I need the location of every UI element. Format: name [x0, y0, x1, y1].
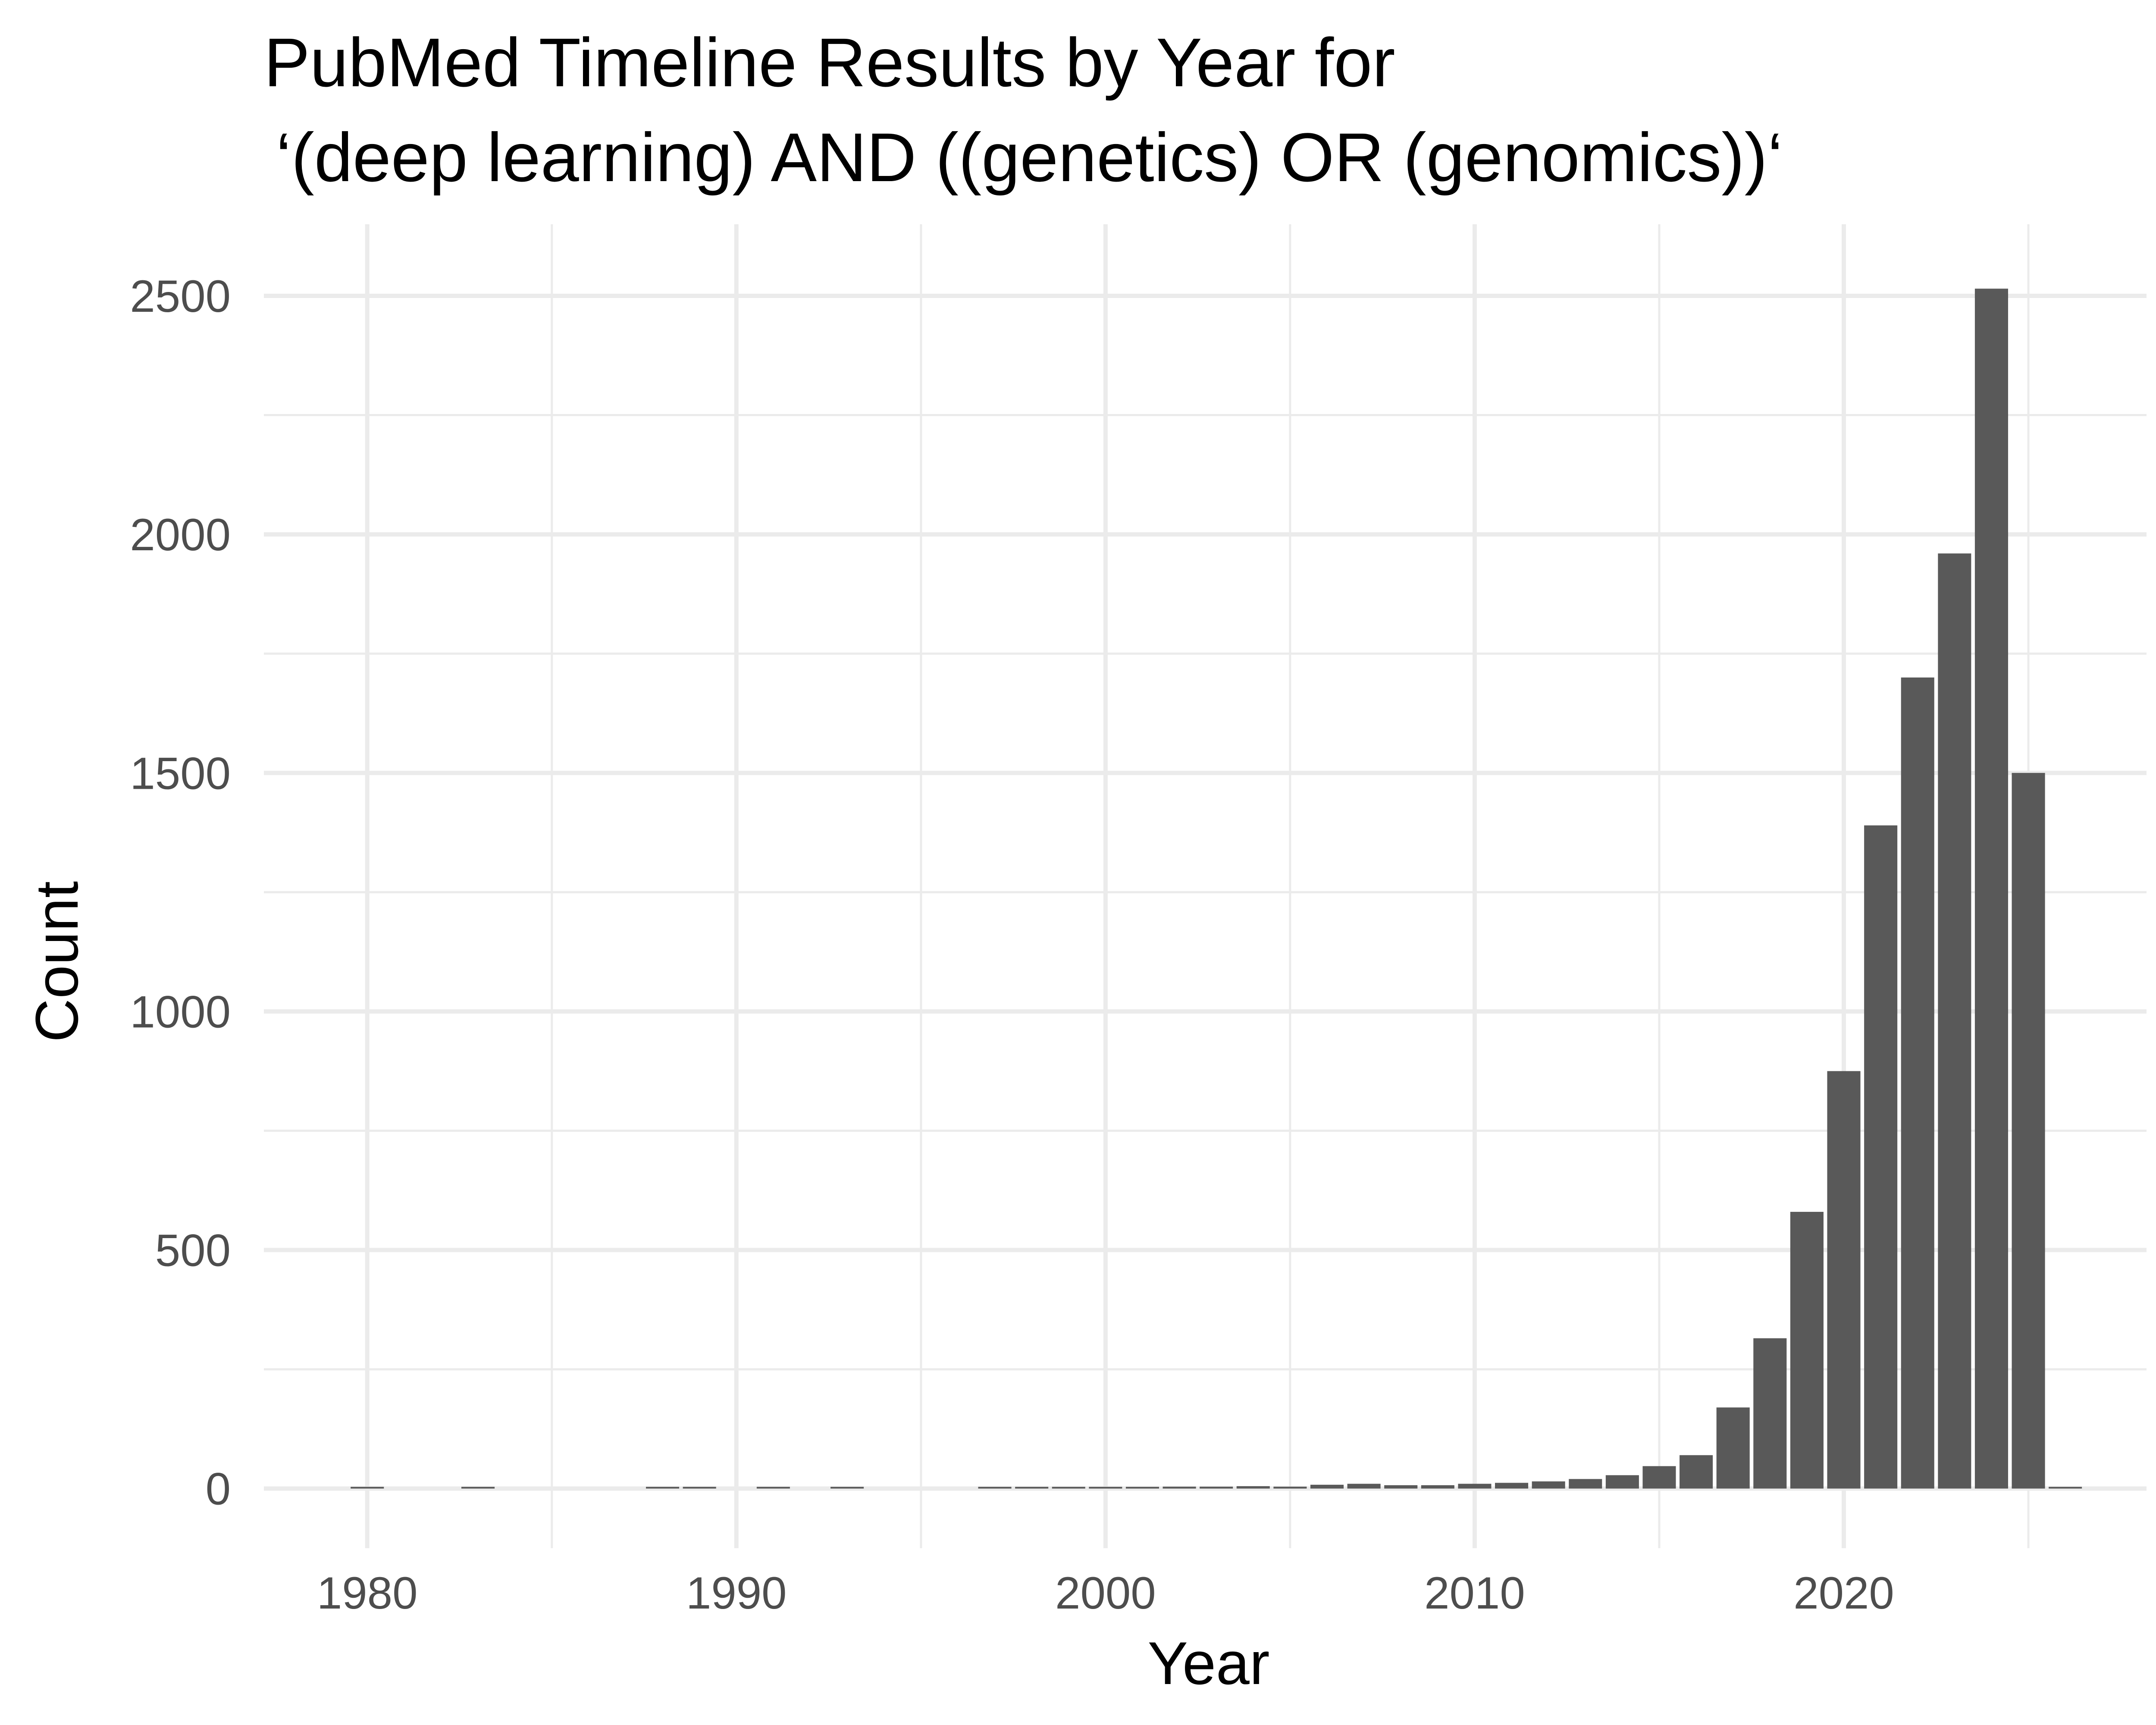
bar-2018	[1753, 1338, 1787, 1489]
y-tick-label: 1500	[130, 748, 231, 799]
bar-2007	[1347, 1484, 1381, 1489]
x-axis-ticks: 1980 1990 2000 2010 2020	[317, 1568, 1894, 1618]
bar-1998	[1015, 1487, 1049, 1489]
bar-2003	[1200, 1487, 1233, 1489]
bar-2005	[1273, 1487, 1307, 1489]
bar-1989	[683, 1487, 716, 1489]
x-tick-label: 1990	[686, 1568, 787, 1618]
bar-2012	[1532, 1481, 1565, 1489]
bar-2021	[1864, 825, 1898, 1489]
bar-2020	[1827, 1071, 1861, 1489]
bar-2024	[1974, 289, 2008, 1489]
bar-2023	[1938, 553, 1971, 1489]
bar-2002	[1163, 1487, 1196, 1489]
bar-2013	[1569, 1479, 1602, 1489]
bar-1991	[756, 1487, 790, 1489]
bar-2011	[1495, 1483, 1529, 1489]
bar-1999	[1052, 1487, 1085, 1489]
chart-title-line2: ‘(deep learning) AND ((genetics) OR (gen…	[276, 119, 1783, 196]
bar-2016	[1680, 1455, 1713, 1489]
bar-1983	[461, 1487, 495, 1489]
x-tick-label: 2020	[1793, 1568, 1894, 1618]
x-tick-label: 1980	[317, 1568, 418, 1618]
y-axis-title: Count	[23, 881, 91, 1042]
y-axis-ticks: 0 500 1000 1500 2000 2500	[130, 271, 231, 1515]
bar-2010	[1458, 1484, 1492, 1489]
y-tick-label: 1000	[130, 987, 231, 1037]
y-tick-label: 2000	[130, 510, 231, 560]
bar-2019	[1790, 1212, 1824, 1489]
bar-1993	[830, 1487, 864, 1489]
x-tick-label: 2000	[1055, 1568, 1156, 1618]
bar-1980	[351, 1487, 384, 1489]
y-tick-label: 500	[155, 1226, 231, 1276]
chart-title-line1: PubMed Timeline Results by Year for	[264, 24, 1395, 101]
bar-1997	[978, 1487, 1012, 1489]
bar-2014	[1605, 1475, 1639, 1489]
bar-2026	[2049, 1487, 2082, 1489]
bar-2004	[1236, 1486, 1270, 1489]
x-tick-label: 2010	[1424, 1568, 1525, 1618]
bar-2025	[2012, 773, 2045, 1489]
grid	[264, 224, 2147, 1548]
bar-2015	[1642, 1466, 1676, 1489]
bar-2008	[1384, 1485, 1418, 1489]
bar-2017	[1716, 1407, 1750, 1489]
bar-2006	[1310, 1484, 1344, 1489]
bar-2000	[1089, 1487, 1122, 1489]
bar-2022	[1901, 677, 1934, 1489]
bars	[351, 289, 2082, 1489]
y-tick-label: 0	[206, 1464, 231, 1515]
bar-2009	[1421, 1485, 1454, 1489]
bar-1988	[646, 1487, 680, 1489]
x-axis-title: Year	[1148, 1629, 1270, 1697]
y-tick-label: 2500	[130, 271, 231, 322]
bar-2001	[1125, 1487, 1159, 1489]
